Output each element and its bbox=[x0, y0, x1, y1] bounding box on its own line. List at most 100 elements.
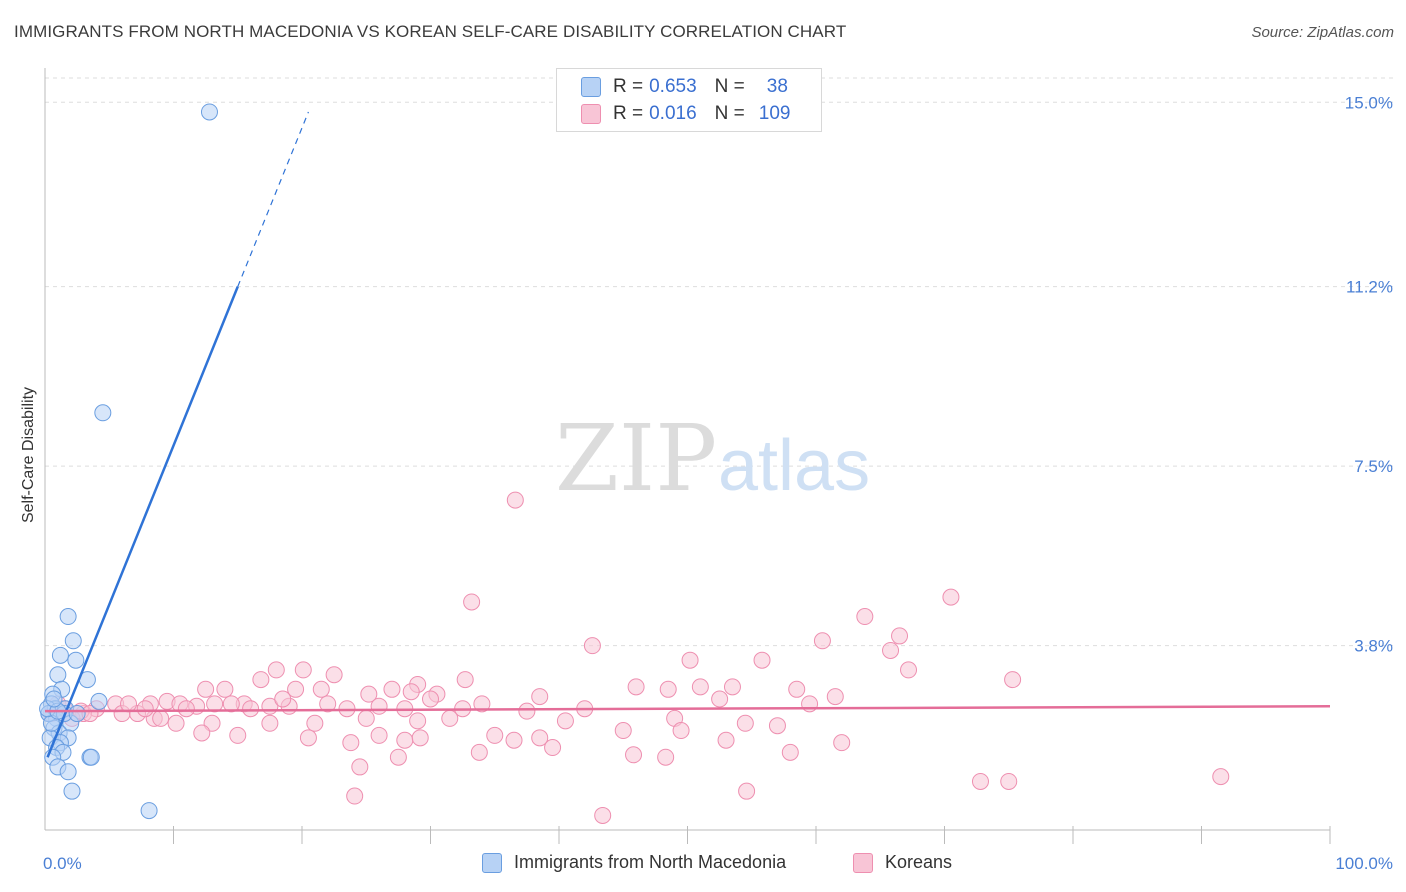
macedonia-point bbox=[94, 404, 112, 422]
koreans-point bbox=[717, 731, 735, 749]
macedonia-point bbox=[64, 632, 82, 650]
koreans-point bbox=[753, 651, 771, 669]
chart-title: IMMIGRANTS FROM NORTH MACEDONIA VS KOREA… bbox=[14, 22, 847, 41]
koreans-point bbox=[856, 608, 874, 626]
koreans-point bbox=[242, 700, 260, 718]
y-tick-label: 7.5% bbox=[1354, 457, 1393, 476]
koreans-point bbox=[505, 731, 523, 749]
koreans-point bbox=[389, 748, 407, 766]
koreans-point bbox=[594, 806, 612, 824]
koreans-point bbox=[370, 726, 388, 744]
koreans-point bbox=[627, 678, 645, 696]
legend-n-value: 38 bbox=[766, 76, 788, 97]
macedonia-trend-line bbox=[46, 286, 239, 758]
koreans-point bbox=[342, 734, 360, 752]
koreans-point bbox=[252, 671, 270, 689]
legend-row-koreans: R = 0.016 N = 109 bbox=[581, 102, 790, 126]
koreans-point bbox=[463, 593, 481, 611]
macedonia-point bbox=[49, 666, 67, 684]
x-tick-label: 0.0% bbox=[43, 854, 82, 873]
koreans-point bbox=[506, 491, 524, 509]
grid bbox=[45, 77, 1395, 647]
koreans-point bbox=[470, 743, 488, 761]
bottom-legend-swatch-blue bbox=[482, 852, 502, 873]
koreans-point bbox=[441, 709, 459, 727]
koreans-point bbox=[338, 700, 356, 718]
koreans-point bbox=[287, 680, 305, 698]
koreans-point bbox=[456, 671, 474, 689]
koreans-point bbox=[583, 637, 601, 655]
watermark: ZIP atlas bbox=[555, 405, 870, 512]
koreans-point bbox=[1004, 671, 1022, 689]
koreans-point bbox=[274, 690, 292, 708]
koreans-point bbox=[882, 641, 900, 659]
koreans-point bbox=[657, 748, 675, 766]
legend-n-label: N = bbox=[714, 76, 745, 97]
koreans-point bbox=[261, 714, 279, 732]
koreans-point bbox=[659, 680, 677, 698]
koreans-point bbox=[120, 695, 138, 713]
bottom-legend-koreans: Koreans bbox=[853, 852, 952, 873]
koreans-point bbox=[222, 695, 240, 713]
macedonia-point bbox=[45, 690, 63, 708]
koreans-trend-line bbox=[44, 705, 1331, 713]
koreans-point bbox=[136, 700, 154, 718]
koreans-point bbox=[325, 666, 343, 684]
koreans-point bbox=[346, 787, 364, 805]
y-axis-label: Self-Care Disability bbox=[20, 386, 37, 524]
koreans-point bbox=[971, 772, 989, 790]
macedonia-point bbox=[200, 103, 218, 121]
koreans-point bbox=[833, 734, 851, 752]
legend-n-value: 109 bbox=[758, 103, 791, 124]
source-label: Source: ZipAtlas.com bbox=[1251, 24, 1394, 41]
koreans-point bbox=[360, 685, 378, 703]
y-tick-label: 3.8% bbox=[1354, 637, 1393, 656]
x-tick-label: 100.0% bbox=[1335, 854, 1393, 873]
koreans-point bbox=[723, 678, 741, 696]
koreans-point bbox=[152, 709, 170, 727]
watermark-zip: ZIP bbox=[555, 405, 717, 512]
macedonia-point bbox=[68, 705, 86, 723]
koreans-point bbox=[544, 739, 562, 757]
tick-labels: 3.8% 7.5% 11.2% 15.0% 0.0% 100.0% bbox=[43, 93, 1393, 873]
koreans-point bbox=[891, 627, 909, 645]
koreans-point bbox=[312, 680, 330, 698]
bottom-legend-swatch-pink bbox=[853, 852, 873, 873]
macedonia-point bbox=[51, 646, 69, 664]
macedonia-point bbox=[63, 782, 81, 800]
koreans-point bbox=[518, 702, 536, 720]
koreans-point bbox=[206, 695, 224, 713]
macedonia-point bbox=[90, 692, 108, 710]
macedonia-trend-extension bbox=[237, 111, 309, 287]
koreans-point bbox=[826, 688, 844, 706]
koreans-point bbox=[193, 724, 211, 742]
legend-r-value: 0.653 bbox=[649, 76, 697, 97]
legend-n-label: N = bbox=[714, 103, 745, 124]
koreans-point bbox=[370, 697, 388, 715]
koreans-point bbox=[229, 726, 247, 744]
legend: R = 0.653 N = 38 R = 0.016 N = 109 bbox=[556, 68, 822, 132]
koreans-point bbox=[411, 729, 429, 747]
koreans-point bbox=[942, 588, 960, 606]
koreans-point bbox=[625, 746, 643, 764]
koreans-point bbox=[681, 651, 699, 669]
koreans-point bbox=[768, 717, 786, 735]
koreans-point bbox=[900, 661, 918, 679]
koreans-point bbox=[1000, 772, 1018, 790]
koreans-point bbox=[294, 661, 312, 679]
koreans-point bbox=[813, 632, 831, 650]
koreans-point bbox=[672, 722, 690, 740]
koreans-point bbox=[531, 729, 549, 747]
koreans-point bbox=[422, 690, 439, 708]
koreans-point bbox=[177, 700, 195, 718]
legend-row-macedonia: R = 0.653 N = 38 bbox=[581, 75, 788, 99]
legend-swatch-blue bbox=[581, 77, 601, 97]
koreans-point bbox=[556, 712, 574, 730]
koreans-point bbox=[319, 695, 337, 713]
koreans-point bbox=[691, 678, 709, 696]
macedonia-point bbox=[59, 763, 77, 781]
y-tick-label: 11.2% bbox=[1346, 278, 1393, 297]
koreans-point bbox=[357, 709, 375, 727]
bottom-legend-label: Koreans bbox=[885, 852, 953, 872]
y-tick-label: 15.0% bbox=[1345, 93, 1393, 112]
